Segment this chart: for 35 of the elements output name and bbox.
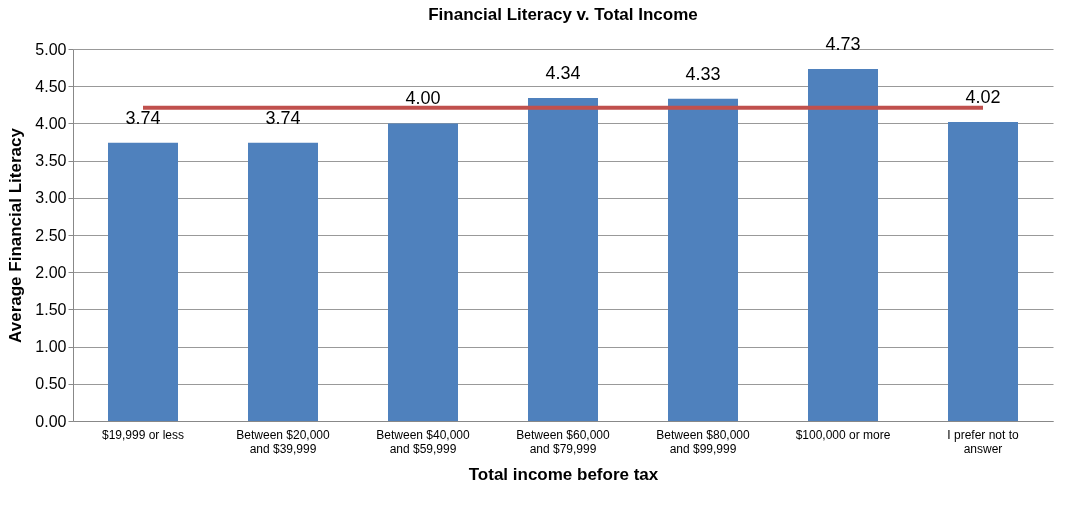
- x-tick-label: Between $60,000 and $79,999: [516, 427, 611, 456]
- chart-title: Financial Literacy v. Total Income: [428, 5, 698, 25]
- data-label: 4.33: [685, 63, 721, 84]
- y-tick-label: 3.00: [35, 189, 67, 207]
- y-tick-label: 2.00: [35, 263, 67, 281]
- y-tick-label: 3.50: [35, 152, 67, 170]
- y-tick-label: 4.50: [35, 77, 67, 95]
- x-tick-label: Between $80,000 and $99,999: [656, 427, 751, 456]
- data-label: 3.74: [125, 107, 161, 128]
- x-axis-title: Total income before tax: [468, 464, 659, 484]
- bar: [668, 98, 738, 421]
- bar: [248, 142, 318, 421]
- y-tick-label: 0.00: [35, 412, 67, 430]
- x-tick-label: I prefer not to answer: [947, 427, 1020, 456]
- data-label: 3.74: [265, 107, 301, 128]
- bar: [808, 69, 878, 421]
- data-label: 4.73: [825, 34, 861, 55]
- x-tick-label: Between $20,000 and $39,999: [236, 427, 331, 456]
- bar: [108, 142, 178, 421]
- bar: [528, 98, 598, 421]
- y-tick-label: 4.00: [35, 114, 67, 132]
- y-tick-label: 2.50: [35, 226, 67, 244]
- data-label: 4.00: [405, 88, 441, 109]
- data-label: 4.02: [965, 86, 1001, 107]
- x-tick-label: $19,999 or less: [101, 427, 185, 442]
- data-label: 4.34: [545, 63, 581, 84]
- y-tick-label: 1.50: [35, 300, 67, 318]
- y-tick-label: 0.50: [35, 375, 67, 393]
- x-tick-label: $100,000 or more: [795, 427, 891, 442]
- y-axis-title: Average Financial Literacy: [6, 127, 26, 343]
- bar: [388, 123, 458, 421]
- x-tick-label: Between $40,000 and $59,999: [376, 427, 471, 456]
- y-tick-label: 5.00: [35, 40, 67, 58]
- bar: [948, 121, 1018, 421]
- y-tick-label: 1.00: [35, 338, 67, 356]
